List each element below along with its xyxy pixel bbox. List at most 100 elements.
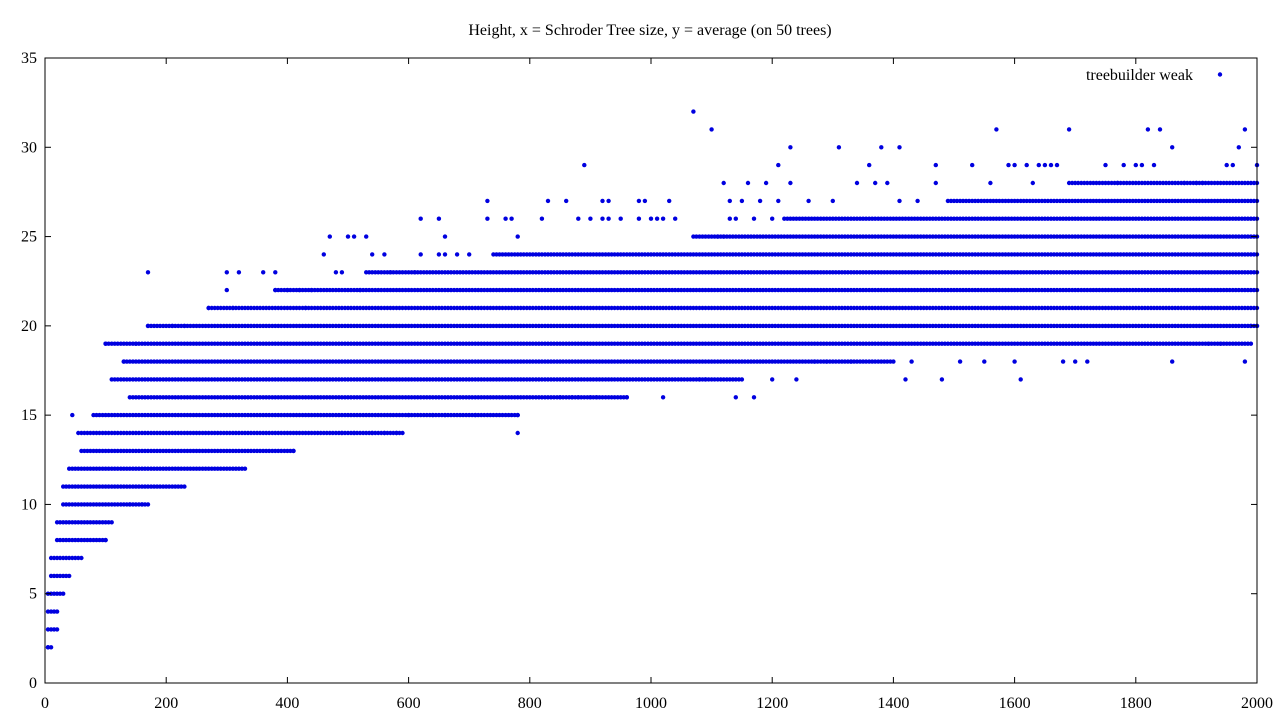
data-point (182, 323, 187, 329)
data-point (539, 377, 545, 382)
data-point (418, 252, 423, 257)
data-point (712, 359, 717, 364)
data-point (188, 377, 193, 382)
data-point (218, 430, 223, 436)
data-point (370, 395, 375, 400)
data-point (751, 359, 757, 364)
data-point (970, 162, 975, 168)
data-point (57, 555, 63, 561)
data-point (509, 216, 514, 221)
data-point (400, 395, 405, 400)
data-point (460, 412, 466, 418)
data-point (509, 395, 514, 400)
data-point (206, 395, 211, 400)
data-point (227, 430, 232, 436)
data-point (309, 430, 314, 436)
data-point (997, 341, 1002, 346)
data-point (915, 341, 920, 346)
data-point (551, 377, 557, 382)
data-point (642, 341, 648, 346)
data-point (663, 377, 669, 382)
data-point (97, 502, 102, 507)
data-point (227, 412, 232, 418)
data-point (515, 234, 520, 239)
data-point (1170, 359, 1175, 364)
data-point (1194, 180, 1199, 186)
data-point (642, 359, 648, 364)
data-point (994, 127, 999, 132)
data-point (236, 270, 242, 275)
data-point (379, 377, 384, 382)
data-point (1145, 341, 1151, 346)
data-point (67, 555, 72, 561)
data-point (370, 359, 375, 364)
data-point (288, 412, 293, 418)
data-point (309, 359, 314, 364)
data-point (418, 359, 423, 364)
data-point (218, 323, 223, 329)
data-point (621, 359, 626, 364)
data-point (288, 395, 293, 400)
data-point (145, 448, 151, 454)
data-point (197, 341, 202, 346)
data-point (418, 377, 423, 382)
data-point (682, 359, 687, 364)
data-point (297, 359, 302, 364)
data-point (1085, 359, 1090, 364)
data-point (327, 234, 332, 239)
data-point (515, 430, 520, 436)
data-point (318, 430, 323, 436)
data-point (824, 341, 829, 346)
data-point (636, 198, 642, 204)
data-point (845, 341, 851, 346)
data-point (773, 359, 778, 364)
data-point (145, 430, 151, 436)
data-point (188, 448, 193, 454)
data-point (1176, 341, 1181, 346)
data-point (763, 359, 769, 364)
data-point (127, 484, 132, 489)
data-point (448, 395, 454, 400)
data-point (145, 395, 151, 400)
data-point (703, 341, 708, 346)
data-point (127, 395, 132, 400)
data-point (115, 412, 120, 418)
data-point (218, 359, 223, 364)
data-point (288, 341, 293, 346)
data-point (709, 127, 714, 132)
data-point (167, 323, 172, 329)
data-point (288, 359, 293, 364)
data-point (179, 341, 184, 346)
data-point (600, 395, 605, 400)
data-point (742, 341, 748, 346)
data-point (1170, 145, 1175, 150)
data-point (206, 305, 211, 311)
data-point (106, 502, 111, 507)
data-point (560, 377, 566, 382)
data-point (703, 377, 708, 382)
data-point (482, 412, 487, 418)
data-point (1045, 341, 1051, 346)
data-point (103, 537, 108, 543)
data-point (121, 359, 127, 364)
data-point (782, 359, 787, 364)
data-point (770, 216, 775, 221)
data-point (473, 412, 478, 418)
data-point (279, 448, 284, 454)
data-point (460, 377, 466, 382)
data-point (712, 341, 717, 346)
data-point (115, 341, 120, 346)
data-point (97, 430, 102, 436)
data-point (218, 377, 223, 382)
data-point (88, 466, 93, 471)
data-point (136, 395, 142, 400)
data-point (933, 341, 938, 346)
data-point (442, 234, 448, 239)
data-point (509, 341, 514, 346)
data-point (88, 484, 93, 489)
data-point (957, 359, 963, 364)
data-point (348, 395, 354, 400)
data-point (236, 430, 242, 436)
data-point (167, 412, 172, 418)
data-point (236, 341, 242, 346)
